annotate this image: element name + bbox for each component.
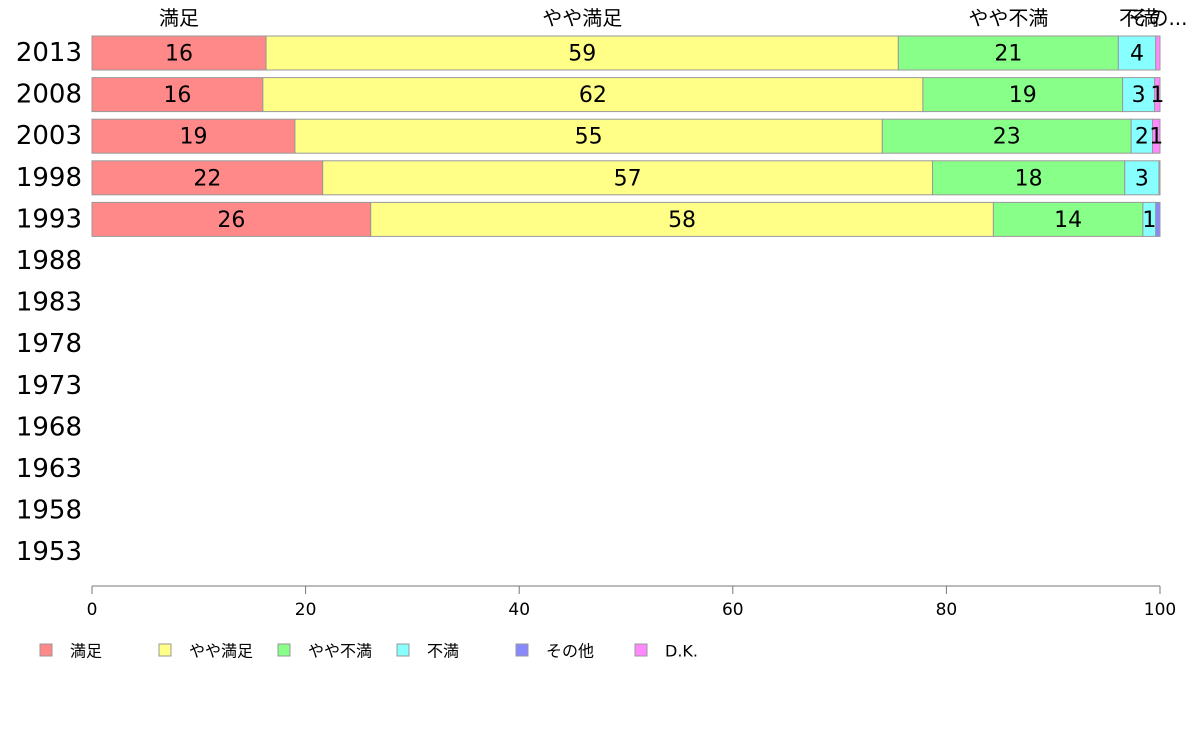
bar-segment-2013-5 — [1155, 35, 1161, 71]
bar-segment-2008-3 — [1122, 77, 1156, 113]
data-label-1993-1: 58 — [668, 208, 696, 233]
series-top-label-2: やや不満 — [968, 6, 1048, 30]
data-label-2013-3: 4 — [1130, 42, 1144, 67]
bar-segment-1993-0 — [91, 201, 372, 237]
bar-segment-2013-2 — [897, 35, 1119, 71]
x-tick-label-40: 40 — [508, 600, 530, 620]
data-label-2003-2: 23 — [993, 125, 1021, 150]
bar-segment-2008-0 — [91, 77, 264, 113]
bar-segment-2003-0 — [91, 118, 296, 154]
x-tick-label-100: 100 — [1144, 600, 1176, 620]
data-label-2003-3: 2 — [1135, 125, 1149, 150]
x-tick-label-0: 0 — [87, 600, 98, 620]
data-label-1998-2: 18 — [1015, 166, 1043, 191]
legend-swatch-0 — [39, 643, 53, 657]
bar-segment-1998-0 — [91, 160, 324, 196]
year-label-1978: 1978 — [16, 329, 82, 359]
data-label-1993-0: 26 — [217, 208, 245, 233]
year-label-2008: 2008 — [16, 80, 82, 110]
year-label-1988: 1988 — [16, 246, 82, 276]
legend-swatch-3 — [396, 643, 410, 657]
data-label-2008-5: 1 — [1150, 83, 1164, 108]
year-label-2013: 2013 — [16, 38, 82, 68]
bar-segment-1998-1 — [322, 160, 934, 196]
data-label-1993-3: 1 — [1142, 208, 1156, 233]
legend-label-1: やや満足 — [189, 642, 253, 661]
series-top-label-1: やや満足 — [542, 6, 622, 30]
legend-label-4: その他 — [546, 642, 594, 661]
x-tick-label-60: 60 — [722, 600, 744, 620]
legend-label-0: 満足 — [70, 642, 102, 661]
x-tick-label-20: 20 — [295, 600, 317, 620]
bar-segment-2013-0 — [91, 35, 267, 71]
year-label-1983: 1983 — [16, 288, 82, 318]
year-label-1953: 1953 — [16, 537, 82, 567]
bar-segment-2003-1 — [294, 118, 883, 154]
data-label-1998-1: 57 — [614, 166, 642, 191]
legend-swatch-1 — [158, 643, 172, 657]
bar-segment-1998-3 — [1124, 160, 1160, 196]
data-label-2003-0: 19 — [179, 125, 207, 150]
data-label-1993-2: 14 — [1054, 208, 1082, 233]
legend-swatch-5 — [634, 643, 648, 657]
series-top-label-3: 不満 — [1119, 6, 1159, 30]
data-label-1998-0: 22 — [193, 166, 221, 191]
bar-segment-1998-5 — [1158, 160, 1161, 196]
data-label-2008-1: 62 — [579, 83, 607, 108]
year-label-1968: 1968 — [16, 412, 82, 442]
bar-segment-1993-1 — [370, 201, 994, 237]
bar-segment-2003-5 — [1152, 118, 1161, 154]
legend-label-3: 不満 — [427, 642, 459, 661]
year-label-1993: 1993 — [16, 204, 82, 234]
legend-swatch-2 — [277, 643, 291, 657]
legend-label-5: D.K. — [665, 642, 698, 661]
data-label-2008-3: 3 — [1132, 83, 1146, 108]
legend-swatch-4 — [515, 643, 529, 657]
series-top-label-4: その... — [1128, 6, 1187, 30]
bar-segment-2008-2 — [922, 77, 1124, 113]
bar-segment-2003-2 — [881, 118, 1132, 154]
data-label-1998-3: 3 — [1135, 166, 1149, 191]
data-label-2008-0: 16 — [163, 83, 191, 108]
year-label-1963: 1963 — [16, 454, 82, 484]
bar-segment-1993-4 — [1155, 201, 1161, 237]
data-label-2013-2: 21 — [994, 42, 1022, 67]
bar-segment-1998-2 — [932, 160, 1126, 196]
data-label-2013-0: 16 — [165, 42, 193, 67]
legend-label-2: やや不満 — [308, 642, 372, 661]
bar-segment-2008-1 — [262, 77, 924, 113]
data-label-2013-1: 59 — [568, 42, 596, 67]
data-label-2008-2: 19 — [1009, 83, 1037, 108]
year-label-1998: 1998 — [16, 163, 82, 193]
year-label-1973: 1973 — [16, 371, 82, 401]
series-top-label-0: 満足 — [159, 6, 199, 30]
year-label-1958: 1958 — [16, 496, 82, 526]
bar-segment-2008-5 — [1154, 77, 1161, 113]
bar-segment-2013-1 — [265, 35, 899, 71]
data-label-2003-5: 1 — [1149, 125, 1163, 150]
year-label-2003: 2003 — [16, 121, 82, 151]
data-label-2003-1: 55 — [575, 125, 603, 150]
x-tick-label-80: 80 — [936, 600, 958, 620]
